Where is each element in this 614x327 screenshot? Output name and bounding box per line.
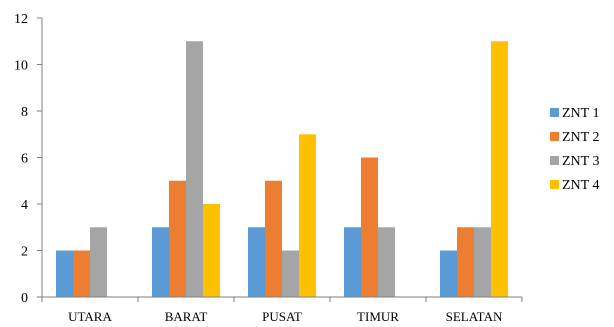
legend-item: ZNT 4 (550, 178, 599, 193)
bar-znt-2-timur (361, 157, 378, 297)
x-tick-label: UTARA (68, 309, 112, 324)
x-axis: UTARA BARAT PUSAT TIMUR SELATAN (41, 296, 523, 324)
bar-znt-4-pusat (299, 134, 316, 297)
bar-znt-3-utara (90, 227, 107, 297)
bar-znt-2-utara (73, 250, 90, 297)
bar-znt-4-selatan (491, 41, 508, 297)
legend-label: ZNT 3 (562, 154, 599, 169)
legend-swatch (550, 180, 559, 189)
x-tick-label: PUSAT (262, 309, 302, 324)
y-tick-label: 12 (14, 12, 28, 27)
y-tick-label: 6 (21, 152, 28, 167)
legend-item: ZNT 1 (550, 106, 599, 121)
bar-znt-1-utara (56, 250, 73, 297)
bars (56, 41, 508, 297)
bar-znt-1-timur (344, 227, 361, 297)
bar-znt-3-selatan (474, 227, 491, 297)
bar-znt-3-pusat (282, 250, 299, 297)
bar-znt-2-pusat (265, 180, 282, 297)
bar-znt-1-barat (152, 227, 169, 297)
bar-znt-1-pusat (248, 227, 265, 297)
bar-znt-2-barat (169, 180, 186, 297)
legend-swatch (550, 132, 559, 141)
y-tick-label: 8 (21, 105, 28, 120)
bar-znt-4-barat (203, 204, 220, 297)
x-tick-label: BARAT (165, 309, 208, 324)
x-tick-label: SELATAN (446, 309, 503, 324)
legend-item: ZNT 2 (550, 130, 599, 145)
bar-znt-2-selatan (457, 227, 474, 297)
legend-label: ZNT 2 (562, 130, 599, 145)
y-axis: 0 2 4 6 8 10 12 (14, 12, 43, 306)
y-tick-label: 2 (21, 245, 28, 260)
bar-znt-3-barat (186, 41, 203, 297)
legend-item: ZNT 3 (550, 154, 599, 169)
y-tick-label: 4 (21, 198, 28, 213)
legend-label: ZNT 4 (562, 178, 599, 193)
legend: ZNT 1 ZNT 2 ZNT 3 ZNT 4 (550, 106, 599, 193)
legend-swatch (550, 156, 559, 165)
legend-swatch (550, 108, 559, 117)
legend-label: ZNT 1 (562, 106, 599, 121)
x-tick-label: TIMUR (357, 309, 399, 324)
y-tick-label: 10 (14, 59, 28, 74)
bar-znt-3-timur (378, 227, 395, 297)
bar-znt-1-selatan (440, 250, 457, 297)
y-tick-label: 0 (21, 291, 28, 306)
